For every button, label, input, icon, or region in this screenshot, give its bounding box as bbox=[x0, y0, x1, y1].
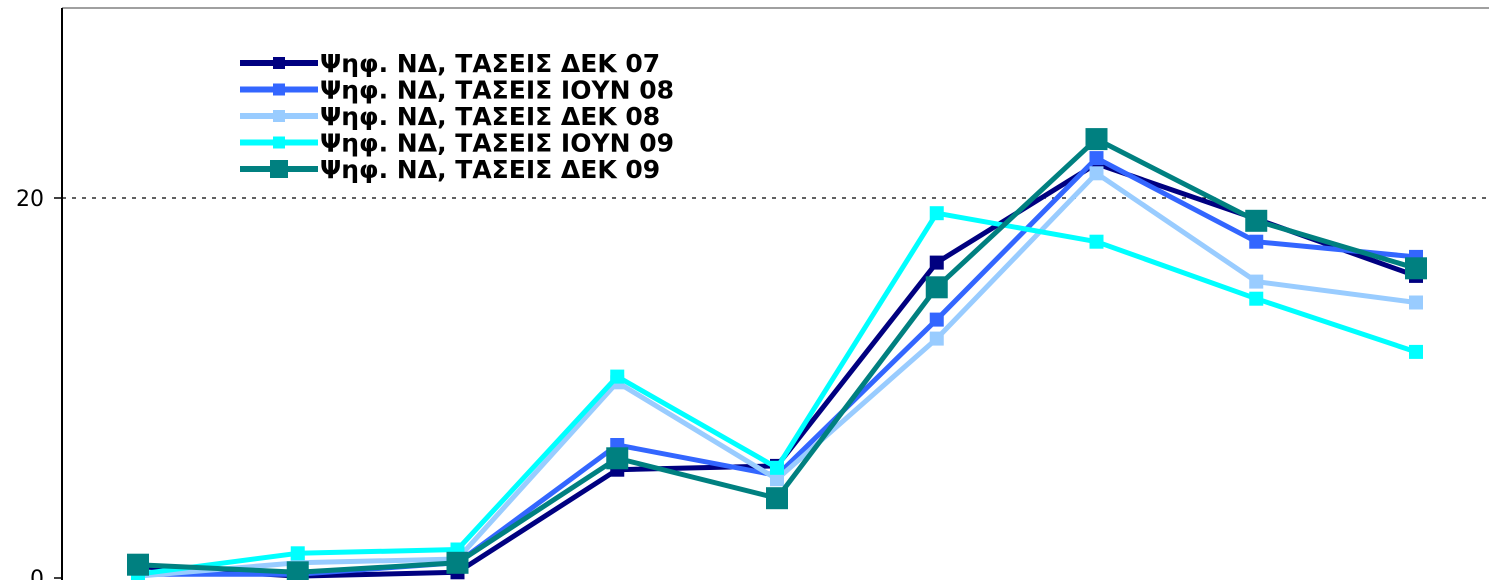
data-point bbox=[770, 460, 784, 475]
legend-swatch-marker bbox=[273, 136, 285, 149]
data-point bbox=[286, 561, 309, 580]
legend-item: Ψηφ. ΝΔ, ΤΑΣΕΙΣ ΙΟΥΝ 08 bbox=[240, 76, 674, 105]
y-axis-ticks: 0 20 bbox=[16, 187, 62, 580]
data-point bbox=[1405, 257, 1427, 280]
legend-item: Ψηφ. ΝΔ, ΤΑΣΕΙΣ ΔΕΚ 08 bbox=[240, 102, 660, 131]
data-point bbox=[929, 255, 944, 270]
data-point bbox=[766, 487, 788, 510]
legend-item: Ψηφ. ΝΔ, ΤΑΣΕΙΣ ΔΕΚ 09 bbox=[240, 155, 660, 184]
data-point bbox=[1409, 344, 1423, 359]
data-point bbox=[610, 369, 625, 384]
legend-swatch-marker bbox=[273, 57, 285, 69]
series-line bbox=[137, 170, 1417, 579]
legend-swatch-marker bbox=[273, 110, 285, 122]
legend-label: Ψηφ. ΝΔ, ΤΑΣΕΙΣ ΔΕΚ 08 bbox=[320, 102, 660, 131]
y-tick-label: 20 bbox=[16, 187, 44, 212]
data-point bbox=[1089, 151, 1104, 166]
legend-label: Ψηφ. ΝΔ, ΤΑΣΕΙΣ ΔΕΚ 09 bbox=[320, 155, 660, 184]
legend-item: Ψηφ. ΝΔ, ΤΑΣΕΙΣ ΙΟΥΝ 09 bbox=[240, 129, 674, 158]
series-5 bbox=[127, 128, 1427, 580]
legend-swatch-marker bbox=[273, 83, 285, 96]
data-point bbox=[1249, 291, 1264, 306]
plot-frame bbox=[61, 7, 1489, 580]
data-point bbox=[1089, 234, 1104, 249]
data-point bbox=[1409, 295, 1423, 310]
legend-swatch-marker bbox=[270, 160, 288, 178]
legend-label: Ψηφ. ΝΔ, ΤΑΣΕΙΣ ΔΕΚ 07 bbox=[320, 49, 660, 78]
series-line bbox=[138, 155, 1417, 577]
data-point bbox=[929, 331, 944, 346]
series-layer bbox=[127, 128, 1427, 580]
data-point bbox=[770, 472, 784, 487]
series-2 bbox=[131, 151, 1423, 580]
data-point bbox=[290, 546, 305, 561]
legend-label: Ψηφ. ΝΔ, ΤΑΣΕΙΣ ΙΟΥΝ 08 bbox=[320, 76, 674, 105]
data-point bbox=[1249, 234, 1264, 249]
legend-item: Ψηφ. ΝΔ, ΤΑΣΕΙΣ ΔΕΚ 07 bbox=[240, 49, 660, 78]
series-4 bbox=[131, 206, 1423, 580]
data-point bbox=[1249, 274, 1264, 289]
series-line bbox=[137, 210, 1417, 577]
data-point bbox=[1089, 166, 1104, 181]
legend-label: Ψηφ. ΝΔ, ΤΑΣΕΙΣ ΙΟΥΝ 09 bbox=[320, 129, 674, 158]
data-point bbox=[929, 206, 944, 221]
data-point bbox=[127, 553, 149, 576]
data-point bbox=[1085, 128, 1108, 151]
data-point bbox=[606, 447, 629, 470]
data-point bbox=[929, 312, 944, 327]
data-point bbox=[446, 551, 469, 574]
series-1 bbox=[131, 156, 1423, 580]
data-point bbox=[925, 276, 948, 299]
y-tick-label: 0 bbox=[30, 567, 44, 580]
data-point bbox=[1245, 209, 1268, 232]
